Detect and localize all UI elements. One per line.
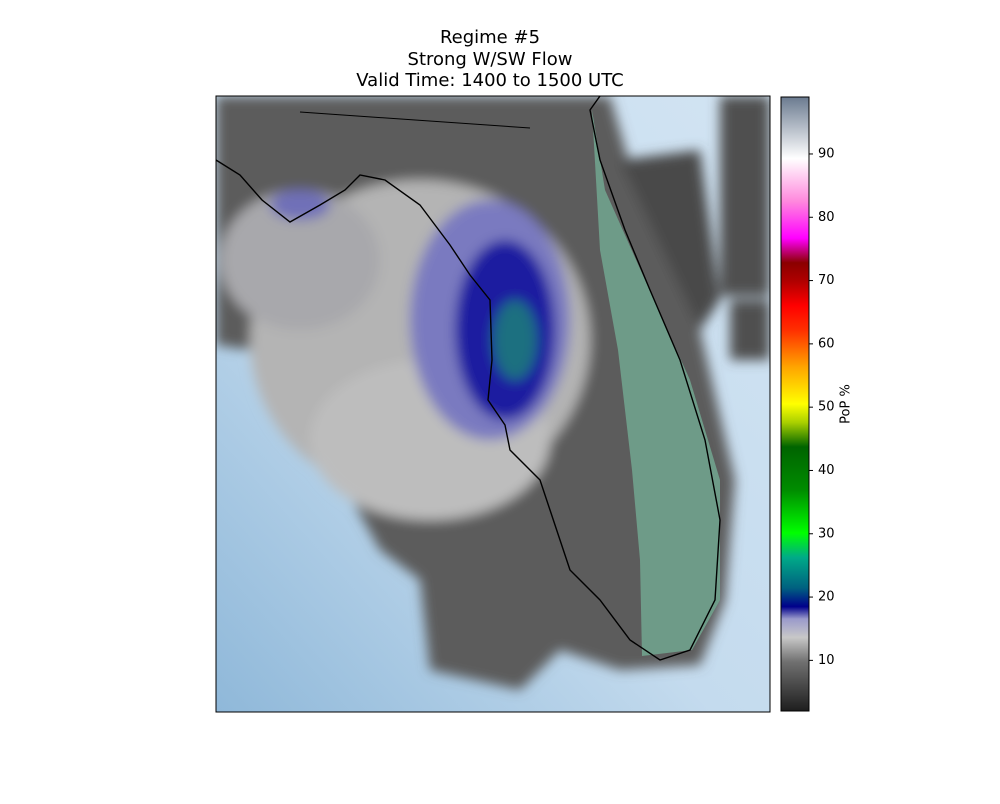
colorbar-tick-label: 10 (818, 653, 835, 668)
colorbar-tick-label: 50 (818, 400, 835, 415)
colorbar-label: PoP % (839, 384, 854, 424)
map (216, 96, 770, 712)
colorbar-tick-label: 90 (818, 146, 835, 161)
map-frame (215, 95, 771, 713)
colorbar-tick-label: 60 (818, 336, 835, 351)
title-line: Valid Time: 1400 to 1500 UTC (356, 70, 623, 91)
colorbar-tick-label: 70 (818, 273, 835, 288)
state-border (299, 111, 531, 129)
coastal-zone (592, 110, 720, 656)
title-line: Strong W/SW Flow (408, 49, 573, 70)
coastline (216, 96, 721, 661)
title-line: Regime #5 (440, 27, 540, 48)
colorbar (780, 96, 810, 712)
colorbar-tick-label: 80 (818, 210, 835, 225)
colorbar-tick-label: 40 (818, 463, 835, 478)
colorbar-tick-label: 30 (818, 526, 835, 541)
colorbar-tick-label: 20 (818, 590, 835, 605)
